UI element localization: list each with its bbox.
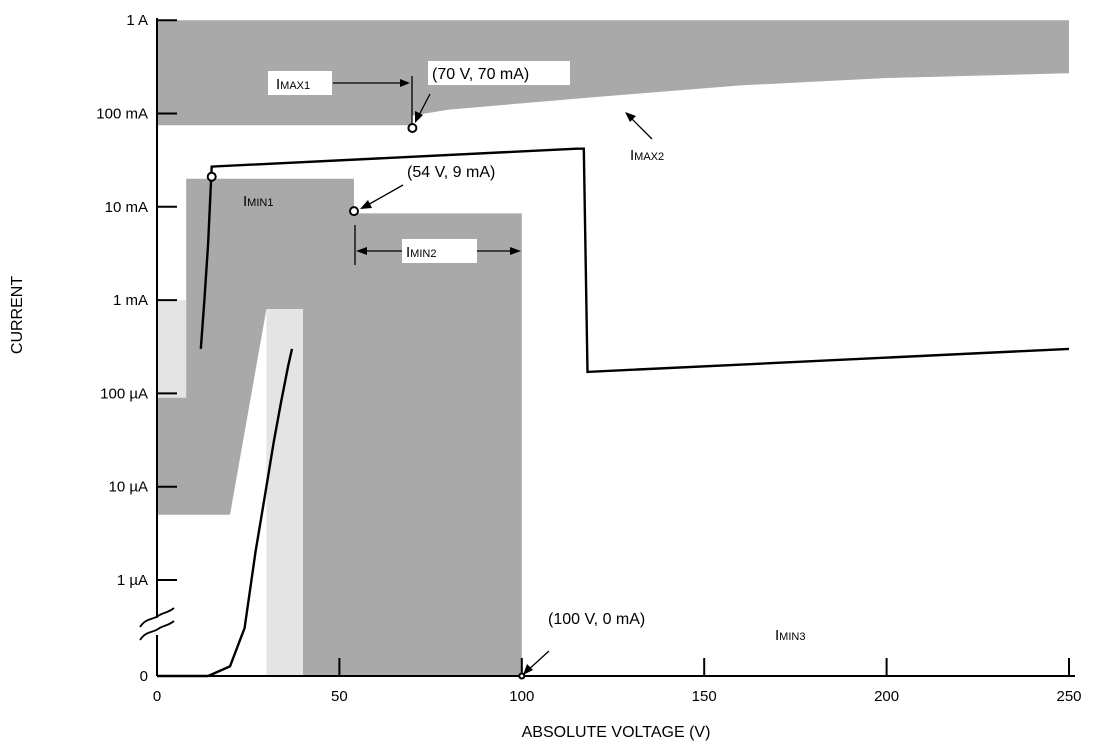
imax1-label-bg (268, 71, 332, 95)
imin2-dim-head-right (510, 247, 521, 255)
light-strip-area (266, 309, 303, 676)
axes: 0 1 µA 10 µA 100 µA 1 mA 10 mA 100 mA 1 A 0 50 100… (9, 12, 1082, 741)
axis-break-upper (139, 607, 175, 628)
pt-70V-label: (70 V, 70 mA) (432, 66, 529, 83)
imax2-label-sub: MAX2 (634, 151, 664, 163)
imin1-label-main: I (243, 193, 247, 210)
pt-54V-label: (54 V, 9 mA) (407, 164, 495, 181)
imin2-dim-head-left (356, 247, 367, 255)
imin3-label-sub: MIN3 (779, 631, 805, 643)
light-left-area (157, 300, 187, 398)
pt-100V-marker (518, 672, 526, 680)
imax1-label: IMAX1 (276, 76, 310, 93)
imin2-label-sub: MIN2 (410, 248, 436, 260)
imin3-label-main: I (775, 627, 779, 644)
imax2-label-main: I (630, 147, 634, 164)
imin1-label-sub: MIN1 (247, 197, 273, 209)
imax1-arrow-head (400, 79, 410, 87)
imin2-label-bg (402, 239, 477, 263)
x-tick-label: 250 (1056, 688, 1081, 705)
imin1-region-area (157, 178, 522, 676)
pt70-arrow-head (415, 111, 423, 123)
pt54-arrow-line (365, 184, 404, 207)
x-tick-label: 50 (331, 688, 348, 705)
axis-break-lower (139, 620, 175, 641)
pt-70V-label-bg (428, 61, 570, 85)
imax2-arrow-line (629, 116, 653, 140)
y-axis-title: CURRENT (9, 276, 26, 354)
y-tick-label: 10 µA (109, 479, 149, 496)
y-tick-label: 10 mA (105, 199, 148, 216)
pt-54V-marker (349, 206, 359, 217)
imin1-label: IMIN1 (243, 193, 273, 210)
imax1-label-main: I (276, 76, 280, 93)
y-tick-label: 100 mA (96, 106, 148, 123)
pt54-arrow-head (360, 200, 372, 209)
y-tick-label: 0 (140, 668, 148, 685)
imax2-label: IMAX2 (630, 147, 664, 164)
pt-100V-label: (100 V, 0 mA) (548, 611, 645, 628)
imin2-label: IMIN2 (406, 244, 436, 261)
shaded-regions (157, 20, 1069, 676)
y-tick-label: 1 µA (117, 572, 148, 589)
x-tick-label: 150 (692, 688, 717, 705)
imax-band-area (157, 20, 1069, 126)
y-tick-label: 1 A (126, 12, 148, 29)
x-axis-title: ABSOLUTE VOLTAGE (V) (522, 724, 711, 741)
imax1-label-sub: MAX1 (280, 80, 310, 92)
imin3-label: IMIN3 (775, 627, 805, 644)
y-tick-label: 1 mA (113, 292, 148, 309)
imin2-label-main: I (406, 244, 410, 261)
imax2-arrow-head (625, 112, 636, 122)
x-tick-label: 200 (874, 688, 899, 705)
pt100-arrow-head (523, 664, 533, 675)
x-tick-label: 0 (153, 688, 161, 705)
pt-15V-marker (206, 171, 217, 182)
x-tick-label: 100 (509, 688, 534, 705)
y-tick-label: 100 µA (100, 385, 148, 402)
annotations: (70 V, 70 mA)(54 V, 9 mA)(100 V, 0 mA)IM… (206, 61, 805, 680)
device-characteristic-line (199, 147, 1070, 374)
pt-70V-marker (407, 123, 418, 133)
